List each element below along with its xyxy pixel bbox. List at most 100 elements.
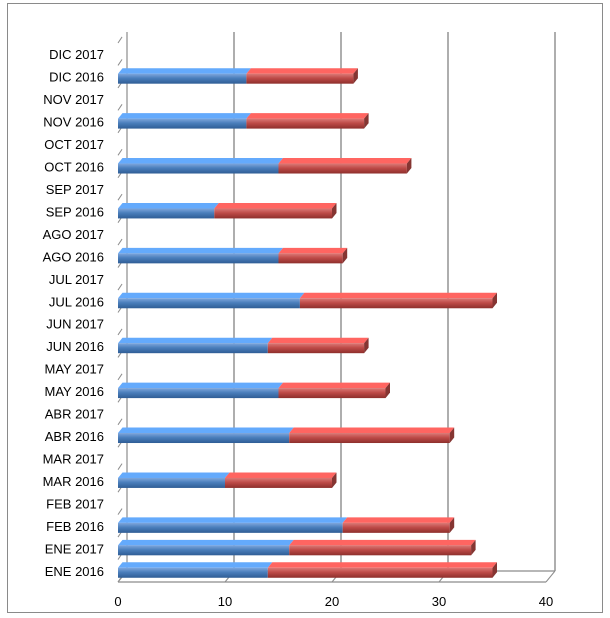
bar-top-face <box>214 202 337 209</box>
bar-top-face <box>118 292 305 299</box>
bar-top-face <box>267 337 369 344</box>
bar-end-face <box>364 113 369 129</box>
category-tick <box>117 328 123 336</box>
category-label: JUN 2017 <box>46 317 104 332</box>
bar-segment <box>118 118 247 129</box>
bar-top-face <box>118 382 283 389</box>
category-label: ENE 2017 <box>45 541 104 556</box>
bar-end-face <box>332 472 337 488</box>
category-tick <box>117 283 123 291</box>
category-label: NOV 2016 <box>43 115 104 130</box>
bar-end-face <box>353 68 358 84</box>
category-label: FEB 2016 <box>46 519 104 534</box>
category-tick <box>117 104 123 111</box>
category-label: DIC 2016 <box>49 70 104 85</box>
bar-top-face <box>278 247 348 254</box>
bar-segment <box>118 545 290 556</box>
bar-segment <box>118 73 247 84</box>
bar-segment <box>118 477 225 488</box>
bar-end-face <box>471 539 476 556</box>
category-tick <box>117 508 123 515</box>
category-label: FEB 2017 <box>46 496 104 511</box>
bar-end-face <box>364 337 369 354</box>
bar-end-face <box>492 292 497 309</box>
x-tick-label: 20 <box>325 594 339 609</box>
category-tick <box>117 148 123 156</box>
bar-segment <box>118 433 290 444</box>
bar-top-face <box>118 517 348 523</box>
bar-segment <box>278 388 386 399</box>
bar-segment <box>267 343 365 354</box>
category-label: DIC 2017 <box>49 47 104 62</box>
bar-top-face <box>267 562 497 568</box>
bar-end-face <box>492 562 497 578</box>
x-tick-labels: 0 10 20 30 40 <box>114 594 553 609</box>
bar-end-face <box>385 382 390 399</box>
category-label: MAY 2016 <box>44 384 104 399</box>
bar-segment <box>289 433 450 444</box>
bar-segment <box>118 163 279 174</box>
bar-top-face <box>118 113 251 119</box>
bar-segment <box>278 253 343 264</box>
bar-segment <box>118 522 343 533</box>
bar-segment <box>118 343 268 354</box>
bar-top-face <box>278 158 412 164</box>
bar-top-face <box>225 472 337 478</box>
category-label: JUL 2017 <box>49 272 104 287</box>
bar-segment <box>289 545 472 556</box>
bar-segment <box>118 298 300 309</box>
category-label: OCT 2017 <box>44 137 104 152</box>
category-tick <box>117 59 123 66</box>
bar-top-face <box>118 562 273 568</box>
category-label: SEP 2016 <box>46 204 104 219</box>
bar-top-face <box>289 539 476 546</box>
bar-segment <box>118 567 268 578</box>
bar-top-face <box>289 427 455 434</box>
bar-segment <box>225 477 332 488</box>
bar-top-face <box>118 158 283 164</box>
bars <box>118 68 497 578</box>
category-tick <box>117 373 123 381</box>
category-label: ENE 2016 <box>45 564 104 579</box>
x-tick-label: 0 <box>114 594 121 609</box>
category-tick <box>117 418 123 426</box>
category-label: SEP 2017 <box>46 182 104 197</box>
floor-gridline <box>545 570 556 583</box>
bar-end-face <box>406 158 412 174</box>
bar-segment <box>118 253 279 264</box>
bar-top-face <box>118 202 219 209</box>
bar-top-face <box>118 539 294 546</box>
bar-segment <box>118 208 215 219</box>
x-tick-label: 10 <box>218 594 232 609</box>
bar-segment <box>118 388 279 399</box>
bar-segment <box>342 522 450 533</box>
bar-end-face <box>342 247 348 264</box>
category-label: ABR 2017 <box>45 407 104 422</box>
category-label: JUL 2016 <box>49 294 104 309</box>
category-label: AGO 2017 <box>43 227 104 242</box>
category-label: NOV 2017 <box>43 92 104 107</box>
bar-top-face <box>246 68 358 74</box>
bar-segment <box>214 208 332 219</box>
bar-top-face <box>118 472 230 478</box>
category-label: ABR 2016 <box>45 429 104 444</box>
bar-top-face <box>299 292 497 299</box>
bar-end-face <box>449 427 455 444</box>
category-tick <box>117 238 123 246</box>
x-tick-label: 40 <box>539 594 553 609</box>
category-tick <box>117 463 123 470</box>
bar-top-face <box>118 247 283 254</box>
bar-end-face <box>332 202 337 219</box>
bar-top-face <box>278 382 390 389</box>
category-labels: ENE 2016 ENE 2017 FEB 2016 FEB 2017 MAR 2016… <box>43 47 104 579</box>
bar-segment <box>246 118 365 129</box>
category-label: OCT 2016 <box>44 160 104 175</box>
bar-segment <box>246 73 354 84</box>
bar-segment <box>299 298 493 309</box>
category-label: AGO 2016 <box>43 249 104 264</box>
bar-end-face <box>449 517 455 533</box>
category-label: MAY 2017 <box>44 362 104 377</box>
bar-top-face <box>342 517 455 523</box>
bar-top-face <box>118 68 251 74</box>
